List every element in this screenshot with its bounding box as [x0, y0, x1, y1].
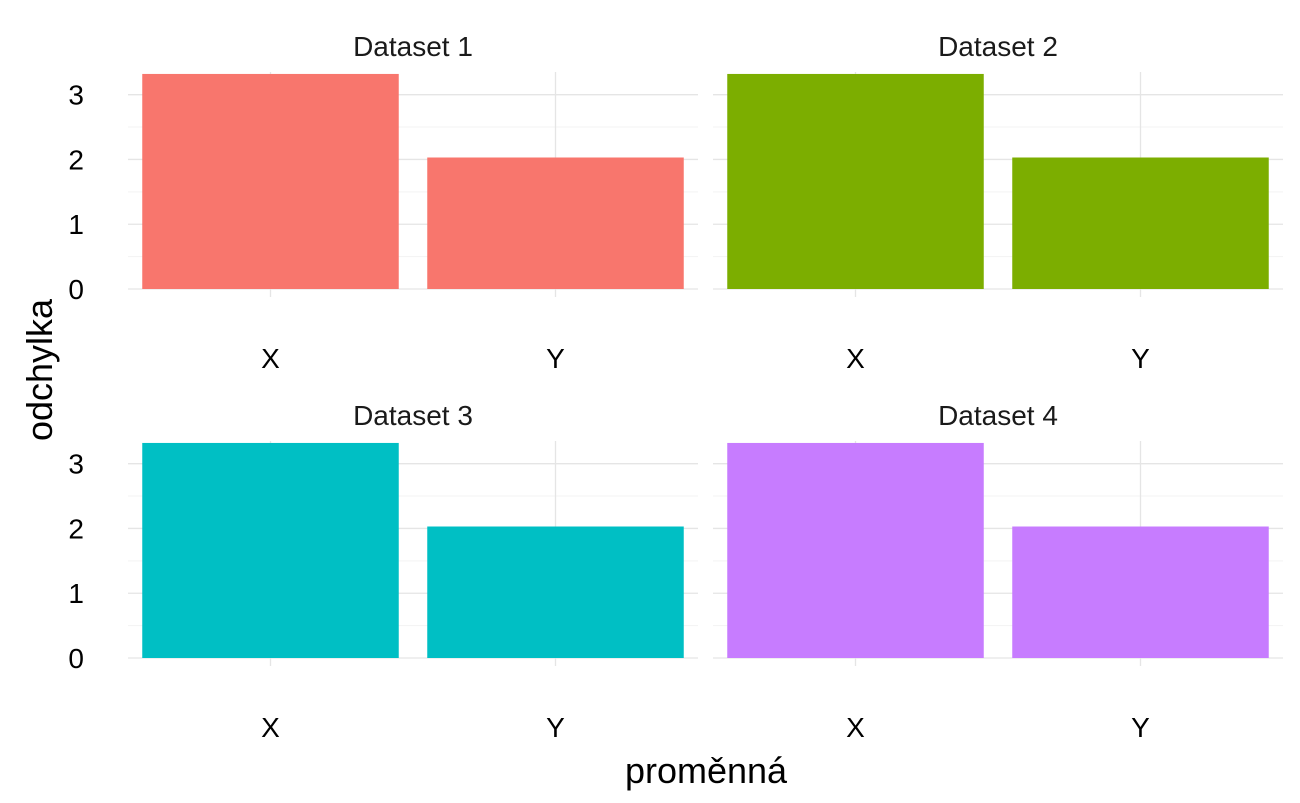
x-tick-label: X: [846, 712, 865, 743]
y-axis-title: odchylka: [19, 298, 60, 441]
facet-panels: Dataset 1 X Y 0 1 2 3 Dataset 2 X Y Dataset 3 X Y 0 1 2…: [68, 31, 1283, 743]
y-tick-label: 1: [68, 209, 84, 240]
x-axis-title: proměnná: [625, 750, 788, 791]
y-tick-label: 0: [68, 643, 84, 674]
facet-panel: Dataset 2 X Y: [713, 31, 1283, 374]
x-tick-label: X: [846, 343, 865, 374]
y-tick-label: 3: [68, 80, 84, 111]
bar: [427, 526, 684, 658]
x-tick-label: Y: [1131, 343, 1150, 374]
x-tick-label: X: [261, 343, 280, 374]
facet-title: Dataset 2: [938, 31, 1058, 62]
facet-title: Dataset 4: [938, 400, 1058, 431]
facet-panel: Dataset 4 X Y: [713, 400, 1283, 743]
facet-panel: Dataset 3 X Y 0 1 2 3: [68, 400, 698, 743]
bar: [142, 442, 399, 658]
y-tick-label: 1: [68, 578, 84, 609]
x-tick-label: Y: [546, 343, 565, 374]
bar: [727, 73, 984, 289]
bar: [1012, 157, 1269, 289]
bar: [1012, 526, 1269, 658]
y-tick-label: 3: [68, 449, 84, 480]
bar: [142, 73, 399, 289]
bar: [427, 157, 684, 289]
y-tick-label: 2: [68, 144, 84, 175]
y-tick-label: 2: [68, 513, 84, 544]
x-tick-label: Y: [1131, 712, 1150, 743]
facet-title: Dataset 1: [353, 31, 473, 62]
y-tick-label: 0: [68, 274, 84, 305]
x-tick-label: Y: [546, 712, 565, 743]
bar: [727, 442, 984, 658]
facet-title: Dataset 3: [353, 400, 473, 431]
x-tick-label: X: [261, 712, 280, 743]
facet-panel: Dataset 1 X Y 0 1 2 3: [68, 31, 698, 374]
